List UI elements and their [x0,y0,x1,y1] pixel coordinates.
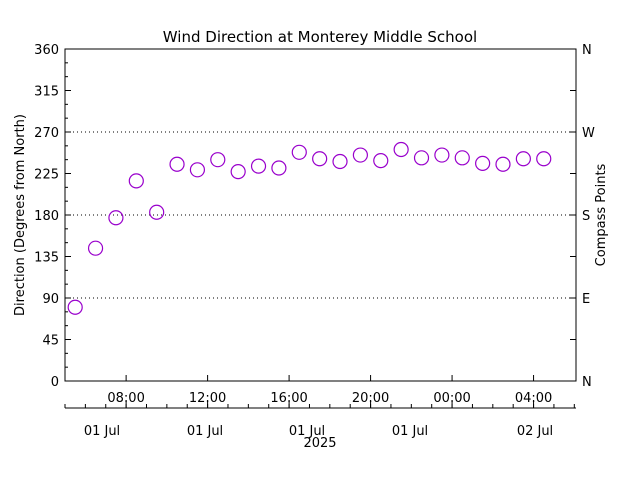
y-tick-label: 90 [42,292,59,307]
data-point [536,151,552,167]
data-point [393,141,409,158]
compass-tick-label: W [582,126,595,141]
y2-axis-label: Compass Points [594,163,609,266]
y-tick-label: 225 [34,168,59,183]
data-point [271,160,287,176]
x-tick-label: 04:00 [515,391,552,406]
data-point [67,299,83,315]
year-label: 2025 [303,436,336,451]
y-tick-label: 135 [34,251,59,266]
x-tick-label: 20:00 [352,391,389,406]
x-axis-time: 08:00 12:00 16:00 20:00 00:00 04:00 01 Jul 01 J… [64,375,576,439]
x-tick-label: 12:00 [189,391,226,406]
data-point [108,210,124,226]
y-axis-left: 0 45 90 135 180 225 270 315 360 [34,43,71,390]
y-axis-right-compass: N E S W N [570,43,595,390]
data-point [87,240,104,256]
y-tick-label: 315 [34,85,59,100]
date-label: 02 Jul [517,424,553,439]
data-point [515,151,531,167]
data-points [67,141,552,315]
data-point [291,144,307,160]
data-point [475,155,491,171]
y-axis-label: Direction (Degrees from North) [13,114,28,316]
x-tick-label: 16:00 [270,391,307,406]
x-tick-label: 00:00 [433,391,470,406]
data-point [149,204,165,220]
data-point [454,150,470,166]
compass-tick-label: N [582,375,592,390]
data-point [169,156,185,172]
data-point [434,147,450,163]
y-tick-label: 45 [42,334,59,349]
compass-tick-label: N [582,43,592,58]
date-label: 01 Jul [187,424,223,439]
gridlines [65,131,576,299]
data-point [495,156,511,172]
y-tick-label: 270 [34,126,59,141]
data-point [210,152,226,168]
compass-tick-label: E [582,292,590,307]
data-point [189,162,206,178]
y-tick-label: 0 [51,375,59,390]
data-point [413,150,430,166]
data-point [312,151,328,167]
x-tick-label: 08:00 [107,391,144,406]
date-label: 01 Jul [84,424,120,439]
chart-title: Wind Direction at Monterey Middle School [163,28,477,46]
data-point [250,158,267,174]
data-point [230,164,246,180]
data-point [352,147,368,163]
data-point [332,153,348,170]
y-tick-label: 360 [34,43,59,58]
date-label: 01 Jul [392,424,428,439]
y-tick-label: 180 [34,209,59,224]
data-point [373,152,389,169]
data-point [128,173,144,189]
compass-tick-label: S [582,209,590,224]
date-label: 01 Jul [289,424,325,439]
